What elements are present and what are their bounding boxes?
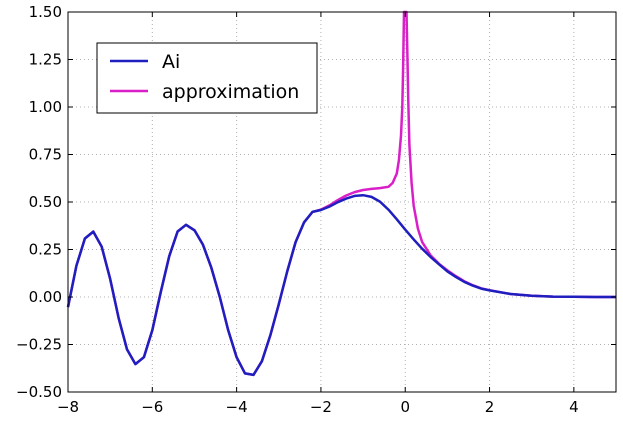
y-tick-label: 0.75: [29, 146, 62, 164]
y-tick-label: 1.25: [29, 51, 62, 69]
x-tick-label: −2: [310, 398, 332, 416]
y-tick-label: −0.50: [16, 383, 62, 401]
y-tick-label: 0.00: [29, 288, 62, 306]
x-tick-label: 2: [485, 398, 495, 416]
x-tick-label: −8: [57, 398, 79, 416]
series-line-ai: [66, 193, 616, 377]
y-axis-ticks: −0.50 −0.25 0.00 0.25 0.50 0.75 1.00 1.25 1.50: [16, 3, 616, 401]
y-tick-label: −0.25: [16, 336, 62, 354]
y-tick-label: 1.50: [29, 3, 62, 21]
y-tick-label: 0.50: [29, 193, 62, 211]
y-tick-label: 1.00: [29, 98, 62, 116]
legend-box: [96, 42, 318, 114]
x-tick-label: 4: [569, 398, 579, 416]
x-axis-ticks: −8 −6 −4 −2 0 2 4: [57, 12, 579, 416]
legend-label-ai: Ai: [162, 51, 180, 73]
legend: Ai approximation: [96, 42, 318, 114]
series-lines: [66, 10, 616, 377]
y-tick-label: 0.25: [29, 241, 62, 259]
x-tick-label: −4: [226, 398, 248, 416]
x-tick-label: −6: [141, 398, 163, 416]
x-tick-label: 0: [400, 398, 410, 416]
legend-label-approximation: approximation: [162, 81, 299, 103]
